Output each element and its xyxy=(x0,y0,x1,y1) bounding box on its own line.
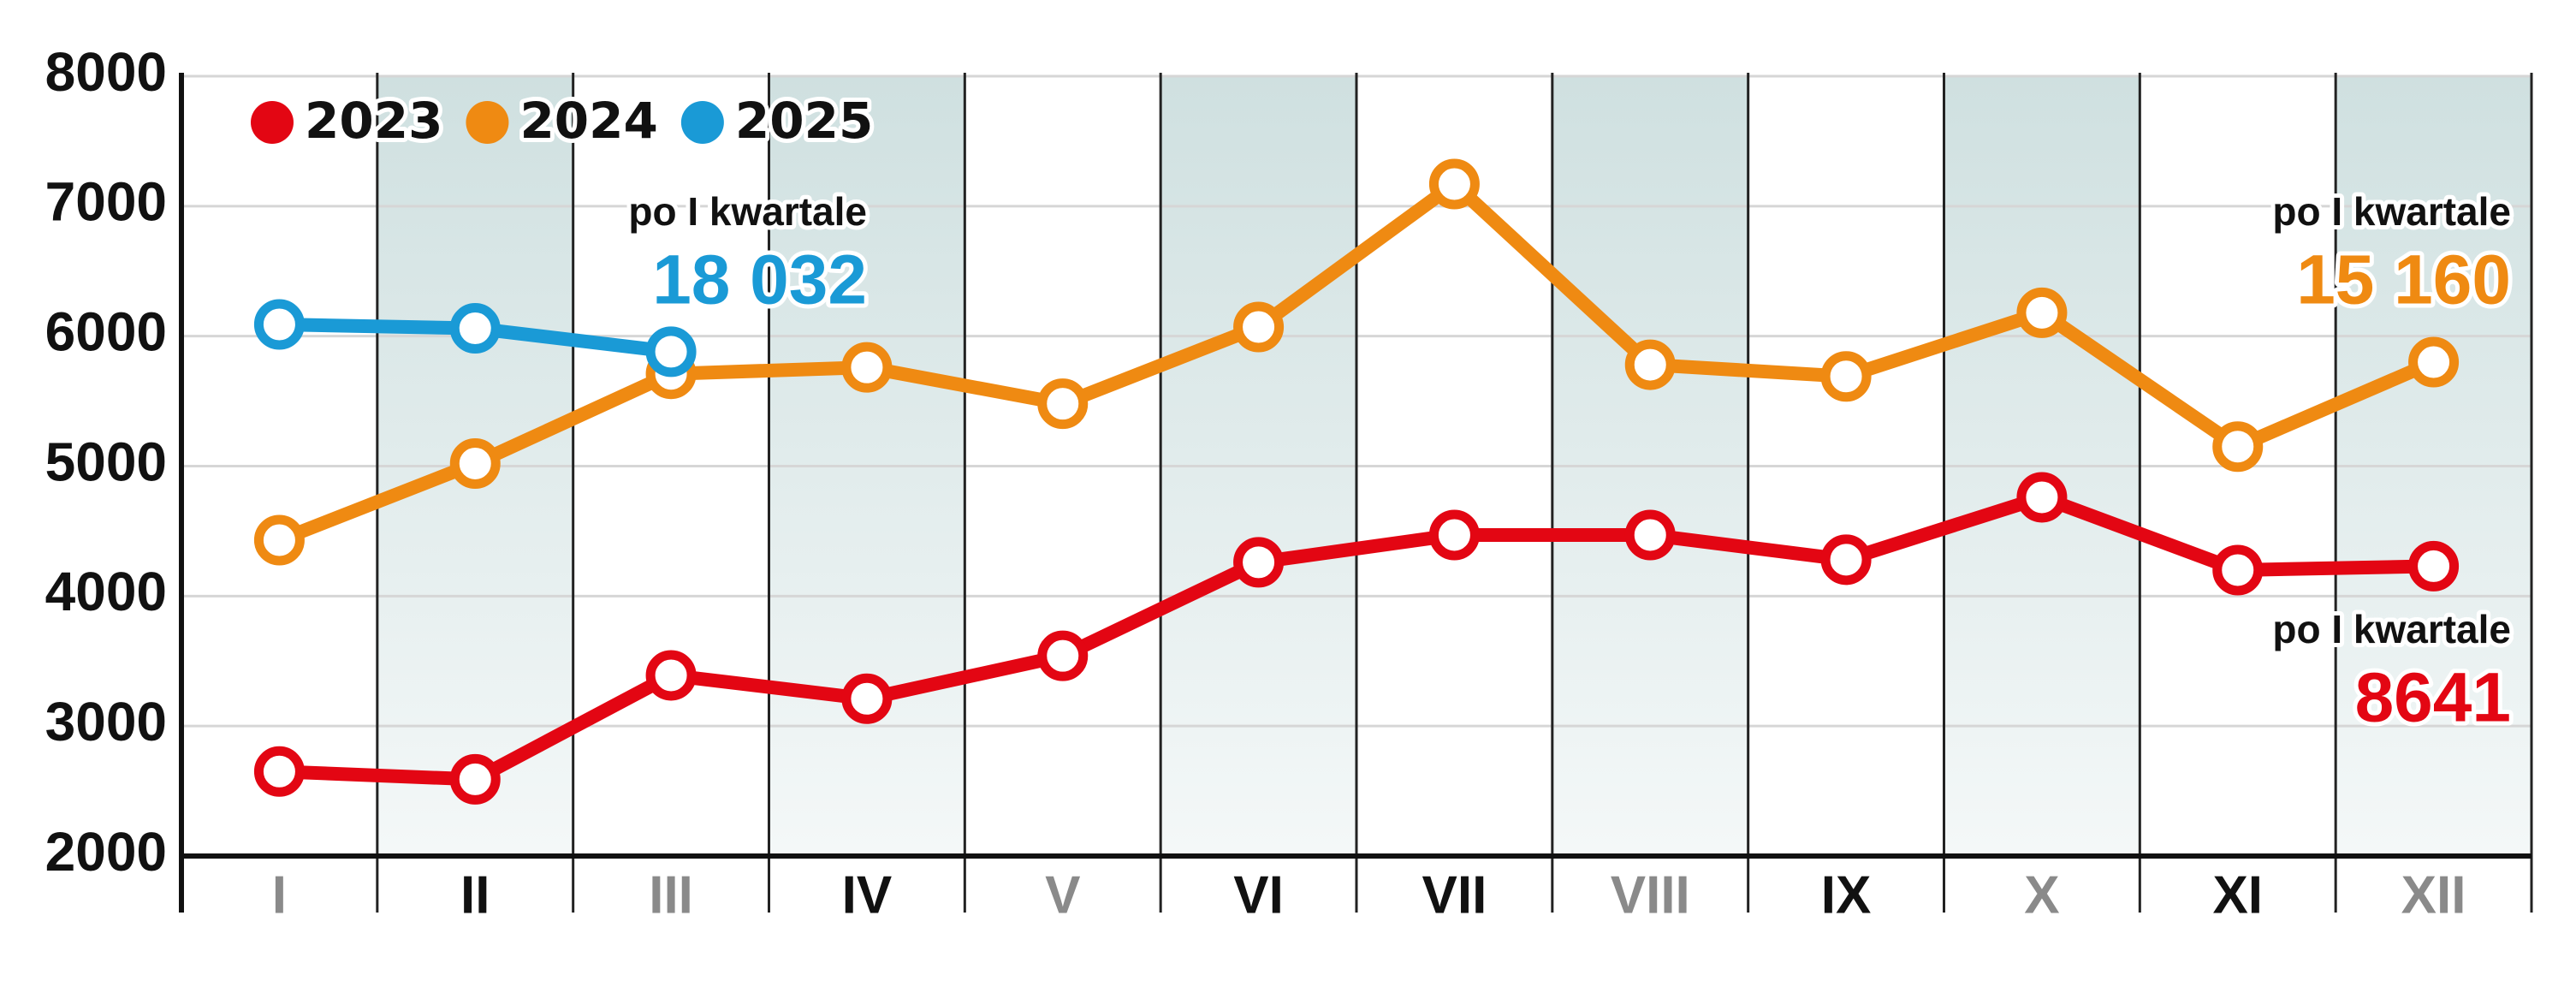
data-point xyxy=(1037,378,1089,430)
legend-marker xyxy=(466,101,509,144)
data-point xyxy=(645,650,697,701)
x-tick-label: XII xyxy=(2401,865,2466,925)
x-tick-label: VII xyxy=(1422,865,1487,925)
data-point xyxy=(841,342,893,393)
data-point xyxy=(1428,158,1480,210)
grid xyxy=(179,73,2533,913)
data-point xyxy=(2016,472,2068,523)
annotation-label: po I kwartale xyxy=(2272,189,2511,234)
data-point xyxy=(841,673,893,724)
data-point xyxy=(1820,351,1872,402)
data-point xyxy=(2408,336,2460,388)
annotation-label: po I kwartale xyxy=(628,189,867,234)
data-point xyxy=(1233,301,1285,353)
legend-label: 2023 xyxy=(305,92,442,150)
x-tick-label: V xyxy=(1045,865,1080,925)
legend-marker xyxy=(680,101,724,144)
data-point xyxy=(1037,630,1089,681)
y-tick-label: 7000 xyxy=(45,171,167,233)
data-point xyxy=(1624,339,1676,390)
annotation-label: po I kwartale xyxy=(2272,607,2511,651)
x-tick-label: IV xyxy=(842,865,893,925)
x-tick-label: I xyxy=(272,865,287,925)
data-point xyxy=(1233,537,1285,588)
annotation-value: 18 032 xyxy=(652,241,867,319)
y-tick-label: 3000 xyxy=(45,691,167,752)
x-tick-label: XI xyxy=(2212,865,2263,925)
legend-label: 2024 xyxy=(519,92,657,150)
data-point xyxy=(2212,544,2264,596)
y-tick-label: 6000 xyxy=(45,301,167,363)
legend-label: 2025 xyxy=(735,92,873,150)
x-tick-label: II xyxy=(460,865,490,925)
x-tick-label: VI xyxy=(1233,865,1284,925)
series-line xyxy=(272,490,2441,787)
x-tick-label: IX xyxy=(1821,865,1872,925)
y-tick-label: 8000 xyxy=(45,41,167,103)
data-point xyxy=(1624,509,1676,561)
data-point xyxy=(2016,287,2068,338)
data-point xyxy=(1820,534,1872,586)
plot xyxy=(253,158,2460,805)
y-tick-label: 5000 xyxy=(45,431,167,492)
series-line xyxy=(272,177,2441,548)
data-point xyxy=(449,303,501,354)
legend-marker xyxy=(251,101,294,144)
annotation-value: 15 160 xyxy=(2296,241,2511,319)
data-point xyxy=(449,437,501,489)
data-point xyxy=(253,514,305,566)
data-point xyxy=(253,746,305,797)
data-point xyxy=(645,326,697,378)
x-tick-label: VIII xyxy=(1611,865,1690,925)
data-point xyxy=(2212,421,2264,473)
data-point xyxy=(1428,509,1480,561)
y-tick-label: 2000 xyxy=(45,821,167,883)
y-tick-label: 4000 xyxy=(45,561,167,622)
data-point xyxy=(449,753,501,805)
data-point xyxy=(2408,540,2460,592)
data-point xyxy=(253,299,305,350)
x-tick-label: X xyxy=(2024,865,2059,925)
x-tick-label: III xyxy=(649,865,693,925)
annotation-value: 8641 xyxy=(2355,659,2511,737)
